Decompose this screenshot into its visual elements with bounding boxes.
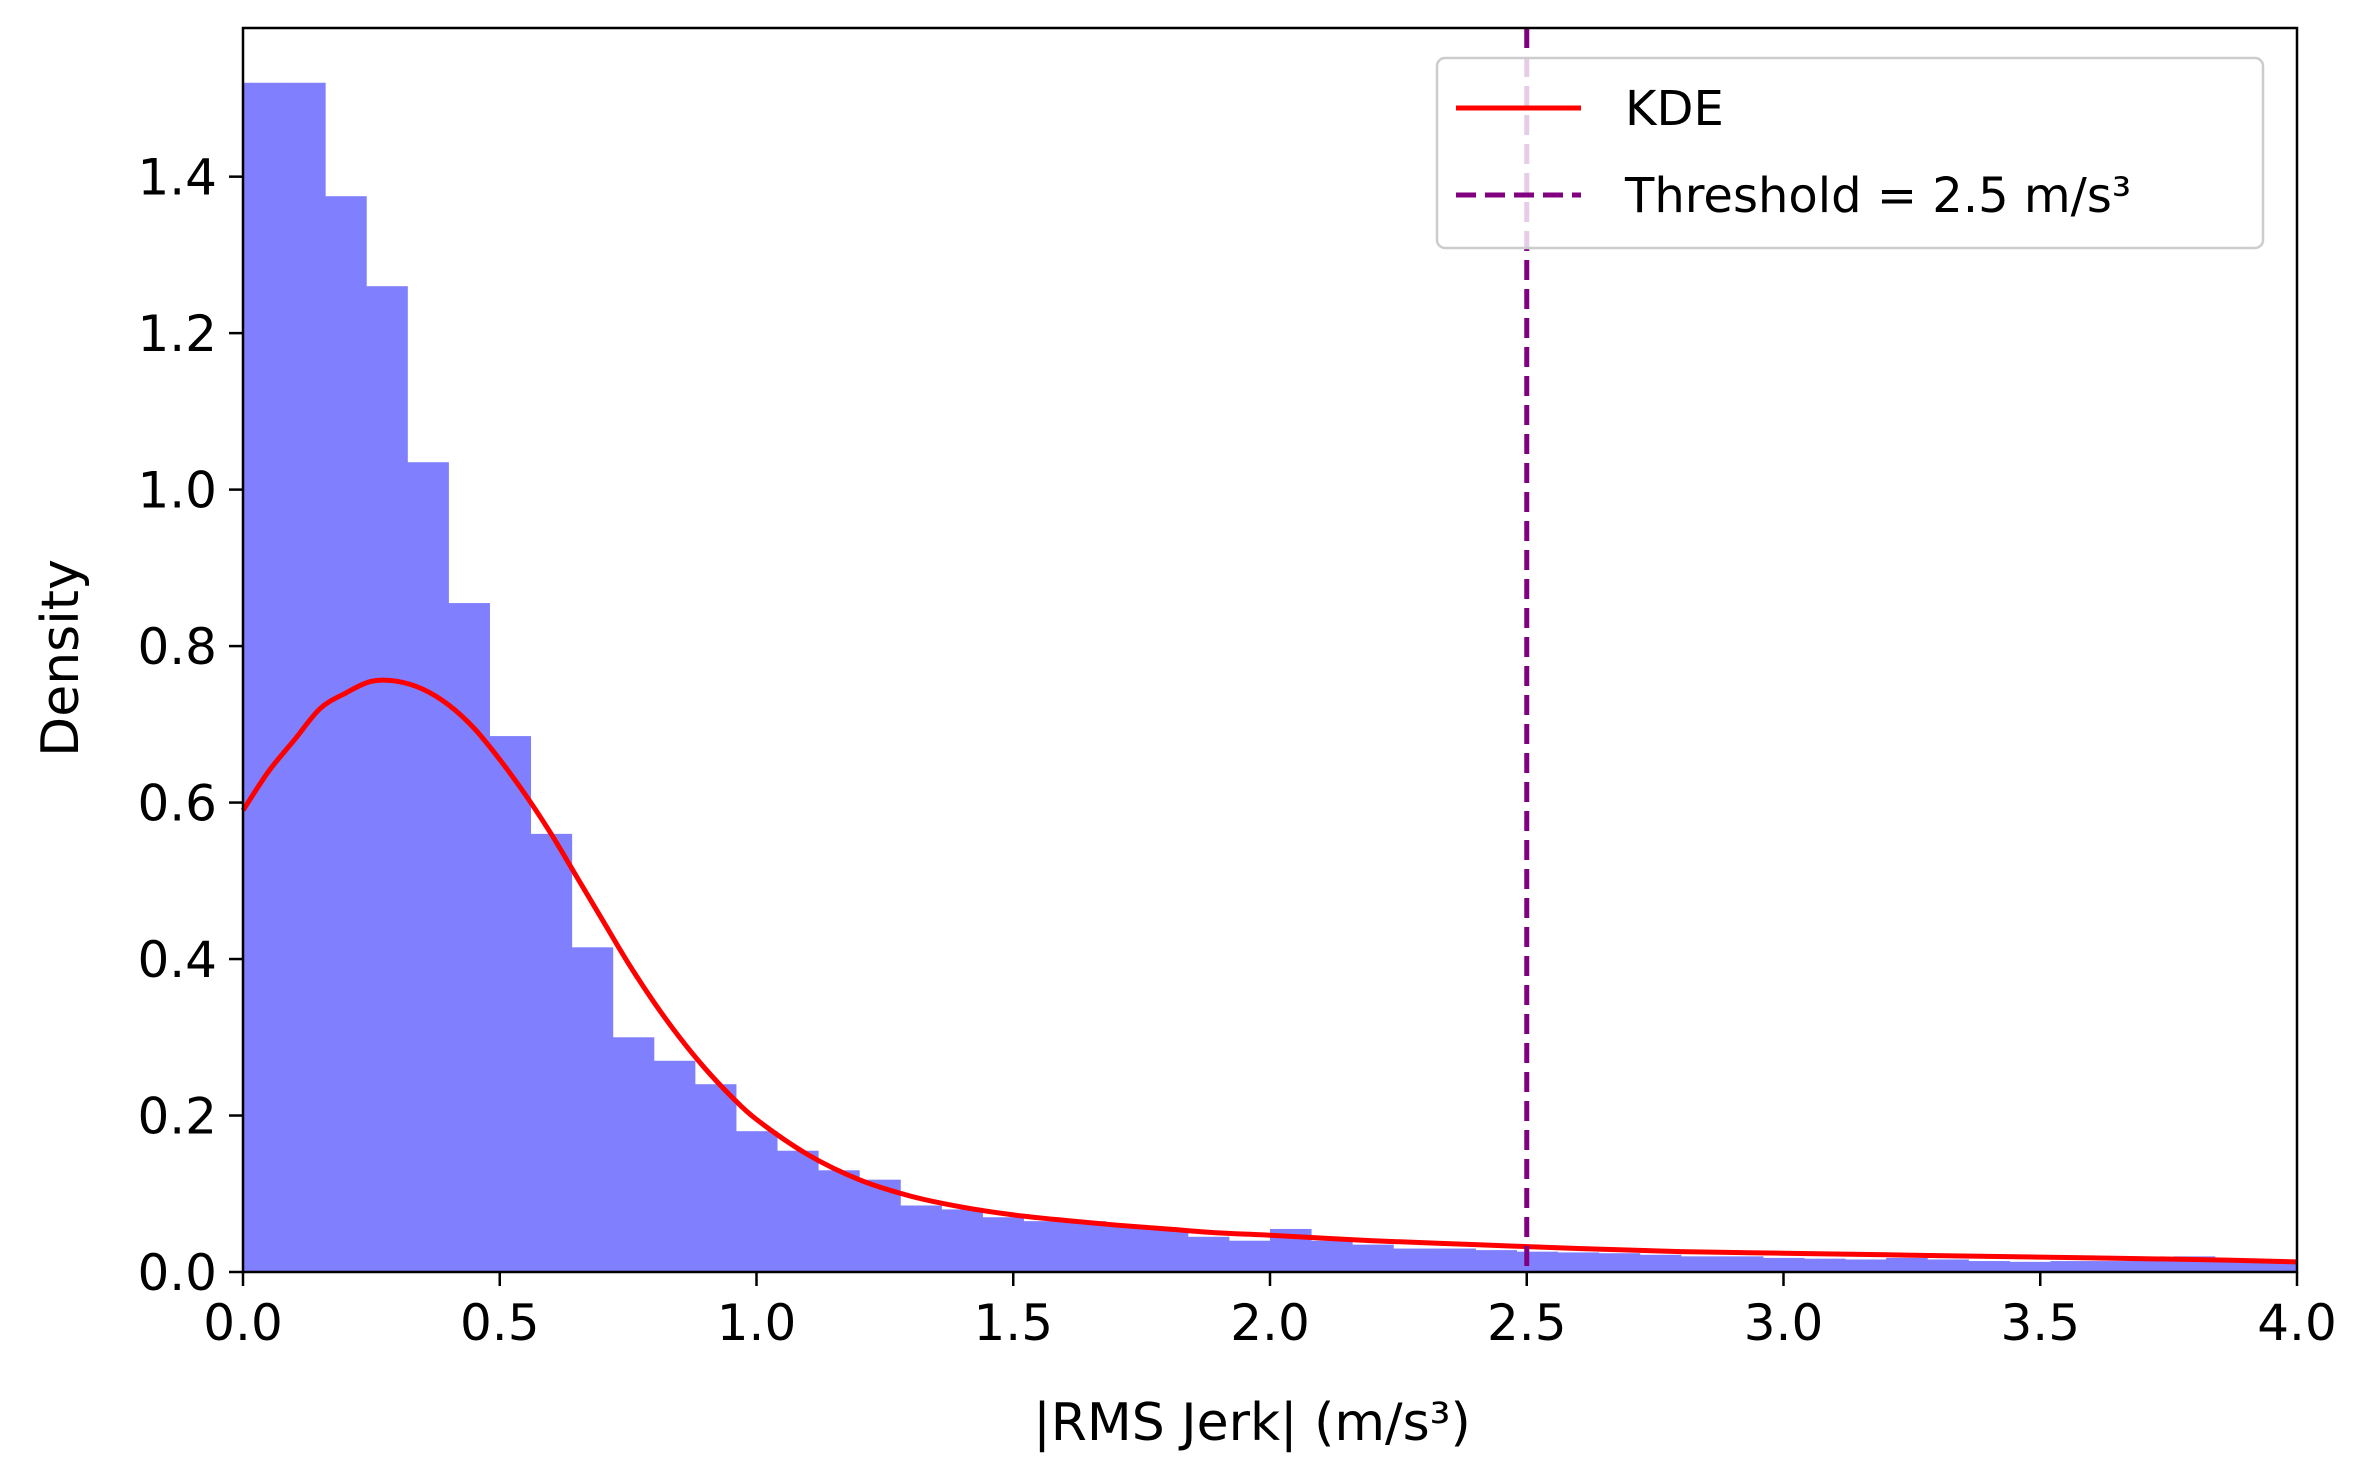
histogram-bar [1927, 1259, 1969, 1272]
y-tick-label: 0.0 [137, 1244, 217, 1302]
x-axis-ticks: 0.0 0.5 1.0 1.5 2.0 2.5 3.0 3.5 4.0 [203, 1272, 2337, 1352]
histogram-bar [284, 82, 326, 1272]
histogram-bar [735, 1131, 778, 1272]
histogram-bar [859, 1179, 901, 1272]
y-axis-label: Density [31, 559, 91, 757]
legend-kde-label: KDE [1625, 81, 1724, 137]
legend: KDE Threshold = 2.5 m/s³ [1435, 56, 2265, 250]
histogram-bar [777, 1150, 819, 1272]
histogram-bar [366, 286, 408, 1272]
y-tick-label: 1.2 [137, 305, 217, 363]
y-axis-ticks: 0.0 0.2 0.4 0.6 0.8 1.0 1.2 1.4 [137, 149, 243, 1302]
histogram-bars [243, 82, 2298, 1272]
y-tick-label: 1.0 [137, 462, 217, 520]
histogram-bar [612, 1037, 655, 1272]
x-tick-label: 0.5 [460, 1294, 540, 1352]
x-tick-label: 2.5 [1487, 1294, 1567, 1352]
histogram-bar [982, 1217, 1025, 1272]
histogram-bar [1639, 1254, 1682, 1272]
histogram-bar [1105, 1226, 1148, 1272]
histogram-bar [243, 82, 285, 1272]
histogram-bar [653, 1060, 696, 1272]
histogram-bar [2132, 1260, 2175, 1272]
histogram-bar [1557, 1252, 1600, 1272]
histogram-bar [1680, 1256, 1723, 1272]
y-tick-label: 0.8 [137, 618, 217, 676]
histogram-bar [1804, 1258, 1846, 1272]
histogram-bar [1721, 1256, 1764, 1272]
histogram-bar [1516, 1251, 1559, 1272]
histogram-bar [571, 947, 614, 1272]
histogram-bar [2255, 1262, 2298, 1272]
y-tick-label: 0.4 [137, 931, 217, 989]
legend-threshold-label: Threshold = 2.5 m/s³ [1624, 168, 2131, 224]
legend-box [1435, 56, 2265, 250]
histogram-bar [2050, 1261, 2093, 1272]
histogram-bar [2214, 1260, 2257, 1272]
histogram-bar [1475, 1250, 1517, 1272]
histogram-bar [1064, 1221, 1107, 1272]
x-tick-label: 1.0 [717, 1294, 797, 1352]
x-tick-label: 3.5 [2000, 1294, 2080, 1352]
x-tick-label: 1.5 [973, 1294, 1053, 1352]
x-tick-label: 4.0 [2257, 1294, 2337, 1352]
histogram-bar [1023, 1221, 1066, 1272]
histogram-bar [1434, 1248, 1476, 1272]
histogram-bar [325, 196, 367, 1272]
histogram-bar [1968, 1261, 2010, 1272]
histogram-bar [694, 1084, 737, 1272]
histogram-bar [489, 736, 532, 1272]
histogram-bar [1187, 1236, 1230, 1272]
x-tick-label: 0.0 [203, 1294, 283, 1352]
histogram-bar [1228, 1240, 1271, 1272]
histogram-bar [900, 1205, 942, 1272]
histogram-bar [941, 1209, 983, 1272]
x-tick-label: 2.0 [1230, 1294, 1310, 1352]
histogram-bar [1393, 1248, 1435, 1272]
histogram-bar [448, 603, 490, 1272]
y-tick-label: 1.4 [137, 149, 217, 207]
histogram-bar [1352, 1244, 1394, 1272]
histogram-bar [2091, 1261, 2134, 1272]
histogram-bar [407, 462, 449, 1272]
histogram-bar [2009, 1261, 2052, 1272]
histogram-bar [1762, 1257, 1805, 1272]
kde-line [240, 677, 2298, 1265]
histogram-bar [1598, 1253, 1641, 1272]
histogram-bar [1146, 1228, 1189, 1272]
histogram-bar [1845, 1259, 1887, 1272]
x-axis-label: |RMS Jerk| (m/s³) [1033, 1393, 1471, 1453]
y-tick-label: 0.2 [137, 1088, 217, 1146]
histogram-bar [818, 1170, 860, 1272]
x-tick-label: 3.0 [1744, 1294, 1824, 1352]
y-tick-label: 0.6 [137, 775, 217, 833]
histogram-bar [1886, 1257, 1928, 1272]
histogram-bar [530, 833, 573, 1272]
histogram-bar [1311, 1240, 1353, 1272]
